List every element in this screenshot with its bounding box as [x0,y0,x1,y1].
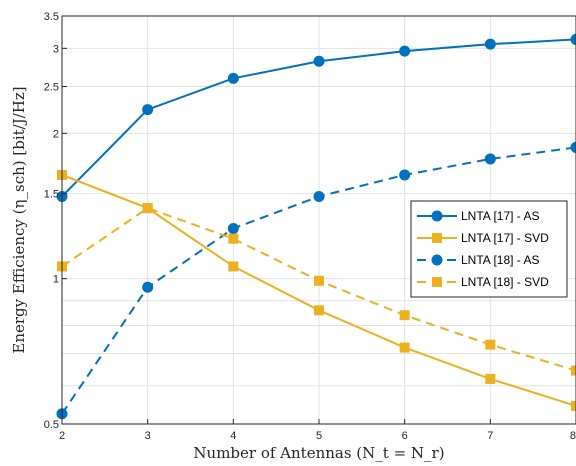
legend-marker [432,233,442,243]
y-tick-label: 3.5 [44,11,59,23]
legend-label: LNTA [17] - AS [461,209,539,223]
series-3 [56,141,576,420]
data-point [228,261,239,272]
x-tick-label: 7 [487,430,493,442]
x-axis-label: Number of Antennas (N_t = N_r) [193,444,444,462]
legend-label: LNTA [17] - SVD [461,231,549,245]
x-tick-label: 6 [402,430,408,442]
y-tick-label: 1.5 [44,189,59,201]
data-point [484,38,496,50]
data-point [142,281,154,293]
data-point [142,104,154,116]
data-point [570,141,576,153]
x-tick-label: 5 [316,430,322,442]
data-point [313,55,325,67]
data-point [570,33,576,45]
data-point [571,400,576,411]
data-point [399,169,411,181]
data-point [313,190,325,202]
legend-marker [431,254,443,266]
legend-label: LNTA [18] - AS [461,253,539,267]
data-point [227,223,239,235]
data-point [227,72,239,84]
data-point [485,339,496,350]
y-tick-label: 2 [53,128,59,140]
data-point [399,310,410,321]
data-point [484,153,496,165]
legend: LNTA [17] - AS LNTA [17] - SVD LNTA [18] -… [410,200,568,298]
data-point [228,233,239,244]
y-tick-label: 0.5 [44,419,59,431]
axes [61,15,576,425]
data-point [485,373,496,384]
x-tick-label: 8 [570,430,576,442]
data-point [399,45,411,57]
x-tick-label: 3 [145,430,151,442]
series-group [56,33,576,420]
data-point [142,203,153,214]
data-point [399,342,410,353]
legend-label: LNTA [18] - SVD [461,275,549,289]
x-tick-label: 4 [230,430,236,442]
tick-labels: 2 3 4 5 6 7 8 0.5 1 1.5 2 2.5 3 3.5 [44,11,576,442]
data-point [571,365,576,376]
data-point [314,275,324,286]
y-axis-label: Energy Efficiency (η_sch) [bit/J/Hz] [10,86,28,353]
y-tick-label: 2.5 [44,82,59,94]
legend-marker [432,277,442,287]
grid [61,15,576,425]
y-tick-label: 1 [53,274,59,286]
legend-marker [431,210,443,222]
data-point [314,305,324,316]
y-tick-label: 3 [53,43,59,55]
x-tick-label: 2 [59,430,65,442]
